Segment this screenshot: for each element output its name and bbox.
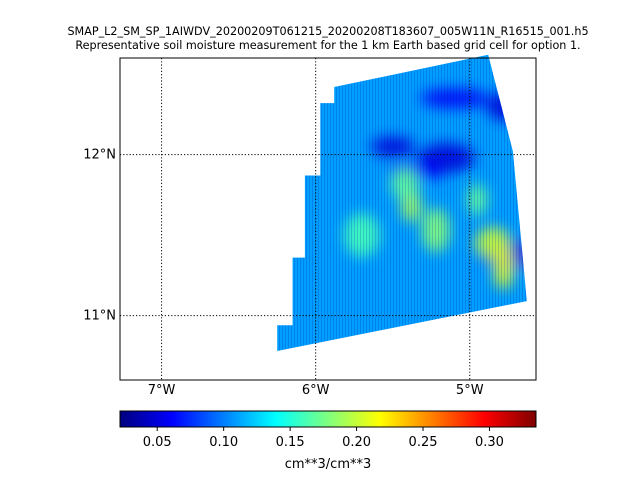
chart-subtitle: Representative soil moisture measurement… xyxy=(75,39,580,52)
longitude-tick-label: 7°W xyxy=(148,383,176,398)
colorbar-tick-label: 0.10 xyxy=(209,435,238,450)
latitude-ticks: 11°N 12°N xyxy=(83,148,116,324)
latitude-tick-label: 11°N xyxy=(83,309,116,324)
longitude-tick-label: 5°W xyxy=(456,383,484,398)
soil-moisture-swath xyxy=(277,54,527,352)
colorbar-tick-label: 0.25 xyxy=(409,435,438,450)
colorbar-label: cm**3/cm**3 xyxy=(285,457,372,472)
map-area: 7°W 6°W 5°W 11°N 12°N xyxy=(83,54,537,398)
colorbar-gradient xyxy=(119,410,537,428)
chart-title: SMAP_L2_SM_SP_1AIWDV_20200209T061215_202… xyxy=(67,25,588,38)
colorbar: 0.05 0.10 0.15 0.20 0.25 0.30 cm**3/cm**3 xyxy=(119,410,537,472)
latitude-tick-label: 12°N xyxy=(83,148,116,163)
graticule xyxy=(120,58,536,380)
colorbar-tick-label: 0.15 xyxy=(276,435,305,450)
colorbar-ticks: 0.05 0.10 0.15 0.20 0.25 0.30 xyxy=(143,427,504,450)
scan-lines xyxy=(277,58,527,352)
colorbar-tick-label: 0.05 xyxy=(143,435,172,450)
longitude-ticks: 7°W 6°W 5°W xyxy=(148,383,484,398)
map-frame xyxy=(119,57,537,381)
swath-texture xyxy=(277,58,527,352)
colorbar-tick-label: 0.20 xyxy=(342,435,371,450)
longitude-tick-label: 6°W xyxy=(302,383,330,398)
colorbar-tick-label: 0.30 xyxy=(475,435,504,450)
